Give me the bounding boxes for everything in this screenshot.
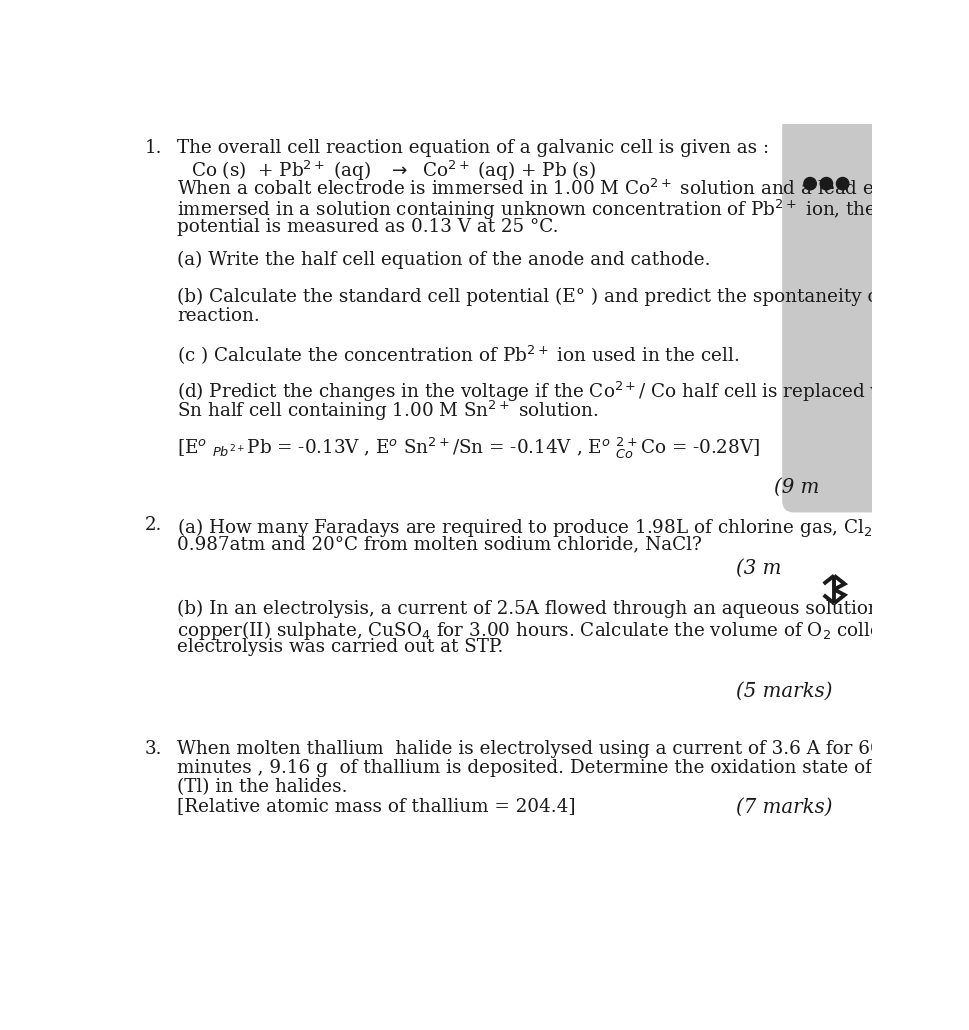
Text: (b) Calculate the standard cell potential (E° ) and predict the spontaneity of t: (b) Calculate the standard cell potentia… — [177, 287, 922, 306]
Circle shape — [820, 177, 832, 190]
Text: (7 marks): (7 marks) — [735, 797, 832, 817]
Text: 2.: 2. — [144, 516, 162, 535]
Text: copper(II) sulphate, CuSO$_4$ for 3.00 hours. Calculate the volume of O$_2$ coll: copper(II) sulphate, CuSO$_4$ for 3.00 h… — [177, 619, 969, 642]
Text: 1.: 1. — [144, 139, 162, 157]
Text: When molten thallium  halide is electrolysed using a current of 3.6 A for 60.0: When molten thallium halide is electroly… — [177, 740, 899, 758]
Text: 0.987atm and 20°C from molten sodium chloride, NaCl?: 0.987atm and 20°C from molten sodium chl… — [177, 536, 702, 553]
Text: (9 m: (9 m — [773, 478, 819, 496]
Text: (3 m: (3 m — [735, 558, 781, 578]
Text: potential is measured as 0.13 V at 25 °C.: potential is measured as 0.13 V at 25 °C… — [177, 217, 558, 236]
Circle shape — [804, 177, 816, 190]
Text: Co (s)  + Pb$^{2+}$ (aq)   $\rightarrow$  Co$^{2+}$ (aq) + Pb (s): Co (s) + Pb$^{2+}$ (aq) $\rightarrow$ Co… — [191, 159, 596, 183]
Text: electrolysis was carried out at STP.: electrolysis was carried out at STP. — [177, 638, 503, 656]
Text: minutes , 9.16 g  of thallium is deposited. Determine the oxidation state of Tha: minutes , 9.16 g of thallium is deposite… — [177, 759, 959, 777]
Text: When a cobalt electrode is immersed in 1.00 M Co$^{2+}$ solution and a lead elec: When a cobalt electrode is immersed in 1… — [177, 179, 941, 199]
Text: (d) Predict the changes in the voltage if the Co$^{2+}$/ Co half cell is replace: (d) Predict the changes in the voltage i… — [177, 380, 912, 404]
Text: (a) Write the half cell equation of the anode and cathode.: (a) Write the half cell equation of the … — [177, 250, 710, 269]
Text: immersed in a solution containing unknown concentration of Pb$^{2+}$ ion, the ce: immersed in a solution containing unknow… — [177, 199, 916, 222]
FancyBboxPatch shape — [782, 112, 884, 513]
Text: Sn half cell containing 1.00 M Sn$^{2+}$ solution.: Sn half cell containing 1.00 M Sn$^{2+}$… — [177, 400, 599, 423]
Text: [Relative atomic mass of thallium = 204.4]: [Relative atomic mass of thallium = 204.… — [177, 797, 576, 816]
Text: 3.: 3. — [144, 740, 162, 758]
Text: (b) In an electrolysis, a current of 2.5A flowed through an aqueous solution of: (b) In an electrolysis, a current of 2.5… — [177, 599, 903, 618]
Text: (5 marks): (5 marks) — [735, 682, 832, 700]
Text: The overall cell reaction equation of a galvanic cell is given as :: The overall cell reaction equation of a … — [177, 139, 769, 157]
Text: (a) How many Faradays are required to produce 1.98L of chlorine gas, Cl$_2$ at: (a) How many Faradays are required to pr… — [177, 516, 898, 540]
Circle shape — [836, 177, 849, 190]
Text: (Tl) in the halides.: (Tl) in the halides. — [177, 778, 348, 796]
Circle shape — [804, 560, 863, 619]
Text: [E$^o$ $_{Pb^{2+}}$Pb = -0.13V , E$^o$ Sn$^{2+}$/Sn = -0.14V , E$^o$ $_{Co}^{2+}: [E$^o$ $_{Pb^{2+}}$Pb = -0.13V , E$^o$ S… — [177, 436, 760, 460]
Text: reaction.: reaction. — [177, 307, 260, 324]
Text: (c ) Calculate the concentration of Pb$^{2+}$ ion used in the cell.: (c ) Calculate the concentration of Pb$^… — [177, 343, 739, 366]
